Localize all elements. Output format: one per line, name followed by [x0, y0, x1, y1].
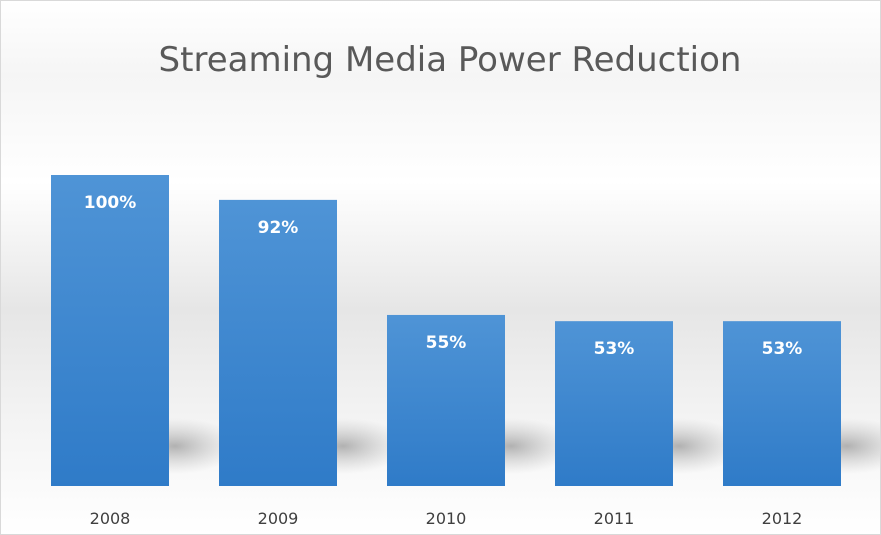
- bar-2008: [51, 175, 169, 486]
- x-tick-label-2010: 2010: [426, 509, 467, 528]
- data-labels: 100% 92% 55% 53% 53%: [84, 193, 803, 359]
- bar-2012: [723, 321, 841, 486]
- data-label-2009: 92%: [258, 218, 299, 238]
- bar-2009: [219, 199, 337, 486]
- x-tick-label-2009: 2009: [258, 509, 299, 528]
- data-label-2011: 53%: [594, 339, 635, 359]
- bar-series: [51, 175, 841, 486]
- data-label-2010: 55%: [426, 333, 467, 353]
- data-label-2012: 53%: [762, 339, 803, 359]
- x-axis-tick-labels: 2008 2009 2010 2011 2012: [90, 509, 803, 528]
- chart-title: Streaming Media Power Reduction: [159, 40, 742, 80]
- bar-2011: [555, 321, 673, 486]
- data-label-2008: 100%: [84, 193, 137, 213]
- bar-2010: [387, 314, 505, 486]
- x-tick-label-2012: 2012: [762, 509, 803, 528]
- x-tick-label-2008: 2008: [90, 509, 131, 528]
- x-tick-label-2011: 2011: [594, 509, 635, 528]
